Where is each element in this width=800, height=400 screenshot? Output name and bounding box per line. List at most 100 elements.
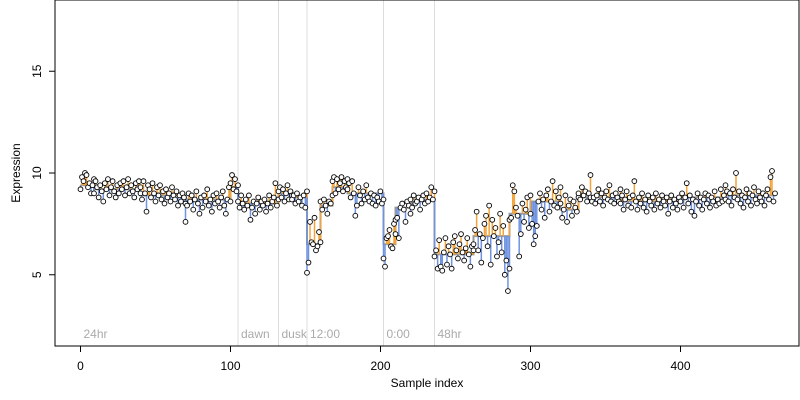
- data-point-132: [272, 180, 279, 187]
- data-point-416: [691, 212, 698, 219]
- data-point-296: [511, 188, 518, 195]
- data-point-157: [307, 218, 313, 225]
- data-point-316: [541, 214, 548, 221]
- data-point-92: [213, 190, 220, 197]
- data-point-131: [270, 194, 277, 201]
- data-point-242: [431, 188, 438, 195]
- data-point-464: [763, 192, 769, 199]
- data-point-54: [157, 182, 163, 189]
- data-point-70: [181, 194, 187, 201]
- data-point-376: [631, 178, 638, 184]
- data-point-269: [470, 241, 477, 248]
- data-point-47: [146, 186, 153, 193]
- data-point-458: [754, 200, 760, 207]
- data-point-369: [620, 206, 627, 213]
- data-point-350: [592, 200, 599, 207]
- data-point-241: [430, 196, 436, 203]
- data-point-103: [229, 172, 235, 178]
- data-point-446: [736, 188, 742, 195]
- data-point-468: [769, 168, 775, 174]
- data-point-180: [340, 188, 346, 195]
- data-point-382: [640, 204, 647, 211]
- data-points: [77, 168, 778, 294]
- data-point-312: [535, 198, 542, 205]
- x-axis-title: Sample index: [391, 376, 464, 390]
- data-point-279: [486, 202, 493, 209]
- x-tick-label-0: 0: [77, 359, 84, 373]
- marker-label-0: 24hr: [84, 327, 108, 341]
- data-point-400: [668, 192, 675, 199]
- data-point-127: [264, 200, 271, 207]
- marker-label-4: 0:00: [387, 327, 411, 341]
- data-point-102: [227, 180, 234, 187]
- data-point-22: [109, 178, 116, 184]
- data-point-148: [294, 190, 300, 197]
- data-point-244: [433, 247, 439, 254]
- data-point-310: [532, 233, 539, 239]
- data-point-352: [595, 186, 602, 193]
- data-point-66: [175, 202, 181, 209]
- data-point-290: [503, 257, 510, 264]
- data-point-93: [215, 198, 221, 205]
- data-point-211: [385, 233, 391, 239]
- data-point-273: [476, 231, 483, 237]
- data-point-403: [673, 200, 679, 207]
- data-point-384: [643, 208, 650, 215]
- data-point-398: [665, 210, 672, 217]
- data-point-221: [399, 200, 406, 207]
- data-point-248: [439, 267, 446, 274]
- data-point-389: [651, 206, 658, 213]
- data-point-171: [327, 200, 334, 207]
- data-point-250: [442, 235, 449, 241]
- data-point-160: [311, 214, 318, 221]
- data-point-188: [350, 190, 357, 197]
- data-point-433: [717, 186, 724, 193]
- data-point-409: [680, 204, 687, 211]
- data-point-88: [207, 196, 214, 203]
- data-point-283: [492, 225, 499, 231]
- data-point-119: [252, 210, 258, 217]
- data-point-328: [559, 214, 565, 221]
- data-point-315: [540, 196, 546, 203]
- data-point-429: [711, 188, 718, 195]
- data-point-469: [770, 198, 777, 205]
- data-point-275: [480, 235, 486, 241]
- data-point-285: [495, 239, 502, 246]
- data-point-17: [101, 180, 108, 187]
- data-point-387: [648, 202, 655, 209]
- data-point-214: [389, 245, 396, 252]
- data-point-126: [263, 208, 269, 215]
- data-point-456: [751, 184, 757, 191]
- data-point-274: [478, 259, 485, 266]
- data-point-297: [513, 204, 519, 211]
- data-point-254: [448, 265, 455, 272]
- data-point-60: [166, 190, 172, 197]
- data-point-29: [120, 178, 127, 184]
- data-point-57: [161, 200, 168, 207]
- data-point-80: [195, 200, 201, 207]
- data-point-441: [728, 202, 735, 209]
- data-point-334: [569, 212, 575, 219]
- data-point-176: [334, 176, 340, 182]
- data-point-223: [402, 218, 409, 225]
- data-point-10: [91, 190, 97, 197]
- data-point-78: [191, 196, 198, 203]
- data-point-444: [733, 170, 739, 176]
- data-point-319: [546, 208, 553, 215]
- data-point-168: [322, 202, 329, 209]
- data-point-243: [431, 253, 438, 260]
- data-point-111: [239, 200, 246, 207]
- y-tick-label-1: 10: [30, 166, 44, 180]
- data-point-167: [321, 196, 327, 203]
- data-point-413: [686, 192, 693, 199]
- data-point-265: [465, 251, 472, 258]
- data-point-286: [497, 210, 503, 217]
- data-point-86: [204, 186, 211, 193]
- data-point-140: [283, 190, 289, 197]
- data-point-454: [748, 202, 754, 209]
- data-point-327: [557, 200, 564, 207]
- data-point-355: [600, 202, 606, 209]
- data-point-184: [344, 186, 351, 193]
- data-point-383: [642, 196, 648, 203]
- data-point-260: [458, 231, 464, 237]
